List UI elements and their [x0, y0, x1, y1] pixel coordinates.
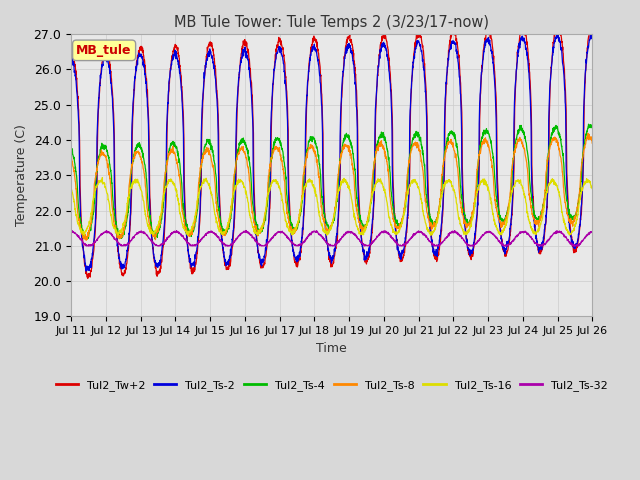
Tul2_Tw+2: [67, 46, 75, 51]
Line: Tul2_Ts-16: Tul2_Ts-16: [71, 178, 593, 235]
Tul2_Ts-4: [358, 222, 366, 228]
Tul2_Ts-4: [483, 131, 491, 136]
Tul2_Ts-8: [213, 204, 221, 209]
Tul2_Ts-16: [543, 189, 550, 194]
Tul2_Ts-16: [358, 231, 366, 237]
Title: MB Tule Tower: Tule Temps 2 (3/23/17-now): MB Tule Tower: Tule Temps 2 (3/23/17-now…: [174, 15, 490, 30]
Tul2_Tw+2: [380, 31, 387, 37]
Tul2_Ts-8: [347, 152, 355, 158]
Text: MB_tule: MB_tule: [76, 44, 132, 57]
Tul2_Ts-4: [557, 140, 565, 146]
Tul2_Ts-8: [483, 138, 491, 144]
Tul2_Ts-16: [589, 186, 596, 192]
Tul2_Ts-4: [589, 126, 596, 132]
Y-axis label: Temperature (C): Temperature (C): [15, 124, 28, 226]
X-axis label: Time: Time: [316, 342, 347, 355]
Tul2_Ts-8: [543, 167, 550, 172]
Tul2_Ts-32: [484, 229, 492, 235]
Line: Tul2_Ts-4: Tul2_Ts-4: [71, 124, 593, 239]
Tul2_Ts-2: [543, 207, 550, 213]
Tul2_Ts-2: [67, 54, 75, 60]
Line: Tul2_Ts-32: Tul2_Ts-32: [71, 230, 593, 246]
Tul2_Tw+2: [543, 204, 550, 209]
Tul2_Ts-8: [83, 238, 90, 243]
Tul2_Ts-32: [543, 240, 550, 245]
Tul2_Ts-2: [553, 31, 561, 37]
Tul2_Tw+2: [213, 88, 221, 94]
Tul2_Tw+2: [84, 276, 92, 281]
Tul2_Ts-2: [358, 240, 366, 246]
Tul2_Ts-32: [67, 229, 75, 235]
Tul2_Ts-8: [589, 141, 596, 146]
Legend: Tul2_Tw+2, Tul2_Ts-2, Tul2_Ts-4, Tul2_Ts-8, Tul2_Ts-16, Tul2_Ts-32: Tul2_Tw+2, Tul2_Ts-2, Tul2_Ts-4, Tul2_Ts…: [51, 376, 612, 396]
Tul2_Ts-2: [347, 45, 355, 51]
Line: Tul2_Tw+2: Tul2_Tw+2: [71, 34, 593, 278]
Tul2_Tw+2: [589, 31, 596, 37]
Tul2_Ts-4: [347, 139, 355, 144]
Line: Tul2_Ts-8: Tul2_Ts-8: [71, 133, 593, 240]
Tul2_Ts-16: [114, 232, 122, 238]
Tul2_Ts-4: [83, 236, 91, 241]
Line: Tul2_Ts-2: Tul2_Ts-2: [71, 34, 593, 271]
Tul2_Ts-32: [213, 233, 221, 239]
Tul2_Tw+2: [557, 34, 565, 40]
Tul2_Ts-32: [83, 243, 90, 249]
Tul2_Ts-2: [557, 47, 565, 53]
Tul2_Ts-32: [589, 228, 596, 234]
Tul2_Tw+2: [484, 31, 492, 37]
Tul2_Ts-8: [67, 155, 75, 161]
Tul2_Ts-32: [347, 229, 355, 235]
Tul2_Ts-2: [589, 31, 596, 37]
Tul2_Ts-32: [557, 228, 565, 234]
Tul2_Ts-2: [83, 268, 90, 274]
Tul2_Ts-16: [67, 186, 75, 192]
Tul2_Ts-2: [483, 37, 491, 43]
Tul2_Ts-16: [99, 175, 106, 180]
Tul2_Tw+2: [347, 37, 355, 43]
Tul2_Ts-16: [347, 192, 355, 198]
Tul2_Ts-4: [213, 189, 221, 195]
Tul2_Ts-4: [585, 121, 593, 127]
Tul2_Ts-8: [584, 131, 592, 136]
Tul2_Ts-8: [557, 156, 565, 161]
Tul2_Ts-32: [358, 241, 366, 247]
Tul2_Tw+2: [358, 240, 366, 246]
Tul2_Ts-4: [67, 147, 75, 153]
Tul2_Ts-8: [358, 224, 366, 230]
Tul2_Ts-4: [543, 176, 550, 182]
Tul2_Ts-16: [557, 203, 565, 208]
Tul2_Ts-2: [213, 94, 221, 100]
Tul2_Ts-32: [243, 228, 250, 233]
Tul2_Ts-16: [484, 184, 492, 190]
Tul2_Ts-16: [213, 219, 221, 225]
